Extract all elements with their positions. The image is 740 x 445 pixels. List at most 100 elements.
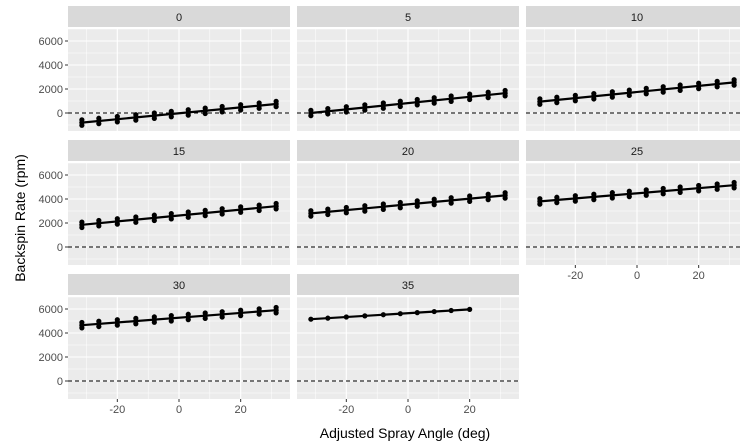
data-point [572,92,578,98]
facet-strip [68,140,290,161]
y-tick-label: 2000 [39,352,63,364]
facet-strip [68,6,290,27]
data-point [431,308,437,315]
y-tick-label: 2000 [39,84,63,96]
fit-line [310,92,506,115]
facet-panel-35: 35 -20 0 20 [297,274,519,416]
data-point [502,87,508,94]
data-point [362,313,368,319]
data-point [591,90,597,97]
x-tick-label: -20 [567,270,583,282]
data-point [256,306,262,312]
fit-line [81,102,277,124]
data-point [168,108,174,114]
data-point [151,110,157,116]
x-tick-label: -20 [338,404,354,416]
fit-line [310,308,470,321]
fit-line [81,309,277,327]
data-point [696,80,702,86]
facet-label: 0 [176,12,182,24]
data-point [168,210,174,217]
data-point [643,85,649,91]
data-point [397,199,403,206]
data-point [660,84,666,90]
data-point [485,191,491,197]
data-point [502,190,508,196]
data-point [448,307,454,314]
data-point [133,315,139,321]
x-tick-label: 20 [693,270,705,282]
facet-strip [297,6,519,27]
data-point [133,112,139,118]
data-point [380,100,386,106]
x-tick-label: 20 [235,404,247,416]
data-point [714,78,720,84]
data-point [151,212,157,218]
data-point [219,103,225,110]
data-point [114,113,120,120]
data-point [96,115,102,121]
data-point [185,311,191,317]
data-point [467,306,473,312]
data-point [431,95,437,101]
facet-panel-15: 15 0 2000 4000 6000 [39,140,290,265]
data-point [431,196,437,202]
data-point [185,107,191,113]
data-point [238,102,244,108]
data-point [397,311,403,317]
data-point [397,98,403,104]
data-point [448,93,454,99]
data-point [343,104,349,110]
data-point [609,190,615,196]
data-point [696,182,702,189]
data-point [273,200,279,207]
y-tick-label: 0 [57,108,63,120]
data-point [485,89,491,95]
data-point [537,196,543,202]
data-point [273,98,279,104]
data-point [414,198,420,204]
data-point [677,82,683,88]
data-point [133,214,139,220]
data-point [591,191,597,197]
facet-panel-10: 10 [526,6,740,131]
data-point [238,307,244,313]
data-point [380,312,386,318]
y-tick-label: 6000 [39,170,63,182]
facet-panel-20: 20 [297,140,519,265]
y-tick-label: 4000 [39,60,63,72]
data-point [325,105,331,112]
data-point [554,94,560,100]
facet-label: 35 [402,280,414,292]
y-tick-label: 2000 [39,218,63,230]
x-tick-label: 0 [405,404,411,416]
x-tick-label: 0 [176,404,182,416]
facet-panel-30: 30 0 2000 4000 6000 -20 0 20 [39,274,290,416]
data-point [79,117,85,123]
data-point [308,208,314,214]
data-point [185,209,191,215]
data-point [238,204,244,210]
data-point [256,100,262,106]
y-tick-label: 4000 [39,194,63,206]
panel-background [526,163,740,265]
data-point [308,107,314,113]
data-point [256,202,262,208]
data-point [626,87,632,93]
data-point [325,206,331,212]
data-point [362,102,368,108]
data-point [448,195,454,201]
data-point [537,96,543,102]
panel-background [526,29,740,131]
data-point [626,188,632,194]
facet-panel-25: 25 -20 0 20 [526,140,740,282]
data-point [79,219,85,225]
facet-label: 10 [631,12,643,24]
facet-panel-5: 5 [297,6,519,131]
facet-strip [297,274,519,295]
facet-label: 30 [173,280,185,292]
data-point [343,204,349,211]
data-point [714,181,720,187]
fit-line [539,81,735,103]
